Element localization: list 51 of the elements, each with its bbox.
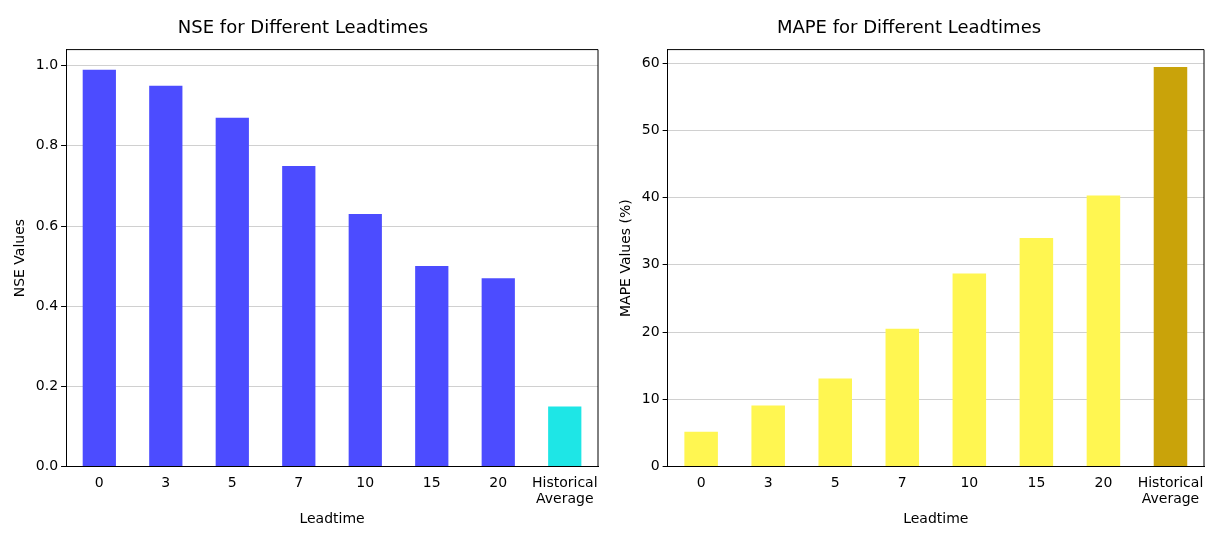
y-tick-label: 40 (641, 188, 660, 205)
bar (885, 328, 920, 467)
x-tick-label: 20 (1094, 473, 1113, 490)
x-tick-label: 15 (422, 473, 441, 490)
x-tick-label: 10 (960, 473, 979, 490)
y-tick-label: 10 (641, 389, 660, 406)
y-tick-label: 20 (641, 322, 660, 339)
chart-title: NSE for Different Leadtimes (177, 16, 429, 38)
y-tick-label: 0.6 (35, 216, 59, 233)
bar (751, 405, 785, 467)
y-tick-label: 0 (650, 457, 660, 474)
x-tick-label: Historical Average (1137, 473, 1204, 507)
y-axis-title: MAPE Values (%) (617, 199, 634, 318)
y-tick-label: 0.0 (35, 457, 59, 474)
x-tick-label: 5 (830, 473, 840, 490)
x-tick-label: 15 (1027, 473, 1046, 490)
x-tick-label: 0 (94, 473, 104, 490)
x-tick-label: 3 (763, 473, 773, 490)
y-tick-label: 30 (641, 255, 660, 272)
bar (149, 85, 183, 467)
bar (215, 117, 249, 467)
bar (348, 213, 382, 467)
bar (818, 378, 852, 467)
y-axis-title: NSE Values (11, 218, 28, 298)
y-tick-label: 0.8 (35, 136, 59, 153)
bar (282, 165, 316, 467)
bar (548, 406, 582, 467)
x-tick-label: 20 (489, 473, 508, 490)
bar (1086, 195, 1121, 467)
x-tick-label: Historical Average (531, 473, 598, 507)
bar (481, 278, 515, 467)
x-tick-label: 0 (696, 473, 706, 490)
bar (82, 69, 116, 467)
y-tick-label: 1.0 (35, 56, 59, 73)
x-tick-label: 5 (227, 473, 237, 490)
x-axis-title: Leadtime (903, 510, 969, 527)
y-tick-label: 60 (641, 53, 660, 70)
bar (684, 431, 718, 467)
chart-title: MAPE for Different Leadtimes (776, 16, 1042, 38)
x-tick-label: 10 (356, 473, 375, 490)
bar (1153, 67, 1188, 467)
y-tick-label: 50 (641, 120, 660, 137)
y-tick-label: 0.2 (35, 377, 59, 394)
x-axis-title: Leadtime (299, 510, 365, 527)
bar (1019, 237, 1054, 467)
y-tick-label: 0.4 (35, 296, 59, 313)
x-tick-label: 7 (294, 473, 304, 490)
x-tick-label: 7 (897, 473, 907, 490)
x-tick-label: 3 (161, 473, 171, 490)
bar (952, 273, 987, 467)
bar (415, 266, 449, 467)
